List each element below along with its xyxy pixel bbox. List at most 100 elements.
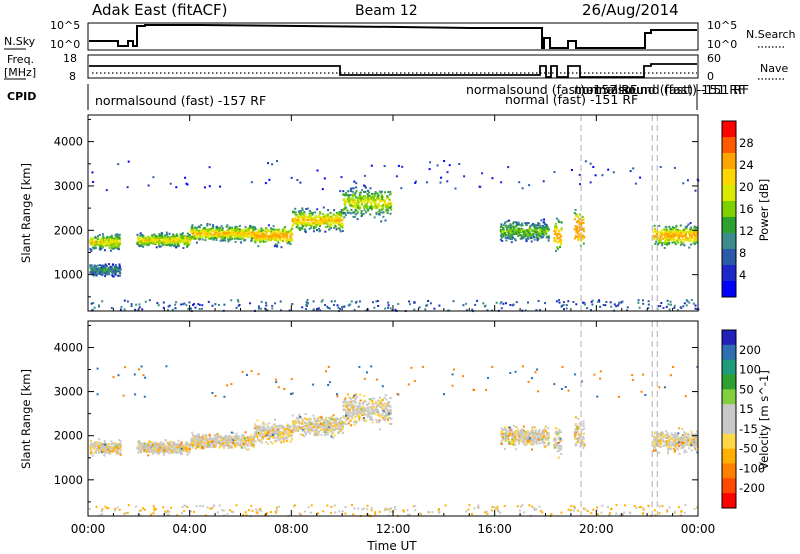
data-pixel (304, 231, 307, 234)
data-pixel (154, 443, 157, 445)
data-pixel (192, 444, 195, 447)
colorbar-tick-label: 4 (739, 268, 746, 282)
data-pixel (356, 210, 359, 213)
data-pixel (116, 269, 119, 272)
data-pixel (248, 448, 250, 451)
data-pixel (98, 305, 100, 308)
data-pixel (222, 441, 225, 444)
data-pixel (214, 445, 217, 448)
data-pixel (235, 441, 238, 444)
data-pixel (502, 302, 505, 305)
data-pixel (257, 305, 260, 308)
data-pixel (360, 210, 363, 212)
data-pixel (308, 219, 311, 222)
data-pixel (664, 225, 667, 228)
data-pixel (110, 234, 113, 237)
data-pixel (146, 242, 149, 245)
data-pixel (324, 230, 327, 233)
data-pixel (166, 449, 169, 452)
data-pixel (687, 223, 690, 226)
data-pixel (158, 235, 161, 238)
data-pixel (288, 232, 291, 235)
data-pixel (436, 164, 439, 167)
data-pixel (329, 307, 331, 310)
data-pixel (139, 450, 142, 453)
data-pixel (147, 450, 150, 453)
data-pixel (250, 239, 253, 242)
data-pixel (273, 439, 276, 442)
data-pixel (114, 264, 117, 267)
data-pixel (204, 233, 207, 236)
data-pixel (304, 218, 307, 221)
data-pixel (386, 204, 389, 207)
data-pixel (341, 230, 344, 232)
data-pixel (156, 236, 159, 239)
data-pixel (292, 427, 295, 430)
data-pixel (119, 443, 122, 445)
data-pixel (369, 207, 372, 209)
data-pixel (97, 237, 99, 240)
data-pixel (353, 204, 355, 207)
data-pixel (242, 442, 245, 445)
data-pixel (462, 304, 465, 307)
data-pixel (354, 206, 357, 208)
data-pixel (373, 206, 376, 209)
data-pixel (110, 443, 113, 445)
data-pixel (201, 238, 204, 241)
data-pixel (159, 245, 162, 248)
data-pixel (556, 227, 559, 230)
data-pixel (158, 233, 161, 236)
data-pixel (288, 241, 291, 244)
data-pixel (557, 241, 560, 244)
data-pixel (94, 266, 97, 269)
data-pixel (225, 442, 228, 444)
data-pixel (499, 234, 502, 237)
data-pixel (236, 236, 239, 239)
data-pixel (181, 232, 184, 235)
data-pixel (555, 230, 558, 233)
data-pixel (361, 189, 364, 192)
data-pixel (109, 453, 112, 455)
data-pixel (144, 239, 147, 241)
data-pixel (261, 425, 264, 428)
data-pixel (143, 235, 146, 238)
data-pixel (661, 229, 664, 232)
data-pixel (501, 232, 504, 235)
data-pixel (677, 239, 680, 241)
data-pixel (229, 435, 232, 438)
data-pixel (89, 447, 92, 450)
power-y-axis-label: Slant Range [km] (19, 163, 33, 263)
data-pixel (286, 231, 289, 234)
data-pixel (260, 436, 263, 439)
data-pixel (385, 210, 388, 213)
data-pixel (105, 239, 108, 242)
data-pixel (358, 191, 361, 194)
data-pixel (161, 443, 164, 445)
data-pixel (535, 230, 538, 233)
data-pixel (271, 307, 274, 310)
data-pixel (198, 437, 200, 440)
data-pixel (234, 240, 237, 243)
data-pixel (147, 446, 150, 448)
data-pixel (247, 231, 250, 234)
data-pixel (355, 202, 358, 204)
data-pixel (253, 231, 256, 234)
data-pixel (207, 441, 210, 444)
nave-label: Nave (760, 62, 788, 75)
data-pixel (332, 221, 335, 224)
data-pixel (111, 243, 114, 246)
data-pixel (246, 234, 249, 237)
data-pixel (685, 225, 688, 228)
data-pixel (236, 299, 239, 301)
data-pixel (307, 216, 310, 219)
colorbar-tick-label: 8 (739, 246, 746, 260)
data-pixel (667, 238, 670, 241)
data-pixel (414, 181, 417, 184)
data-pixel (291, 430, 293, 433)
data-pixel (145, 442, 148, 445)
power-colorbar-label: Power [dB] (757, 179, 771, 242)
data-pixel (211, 234, 214, 237)
data-pixel (271, 228, 273, 231)
data-pixel (604, 304, 607, 307)
data-pixel (137, 239, 140, 241)
